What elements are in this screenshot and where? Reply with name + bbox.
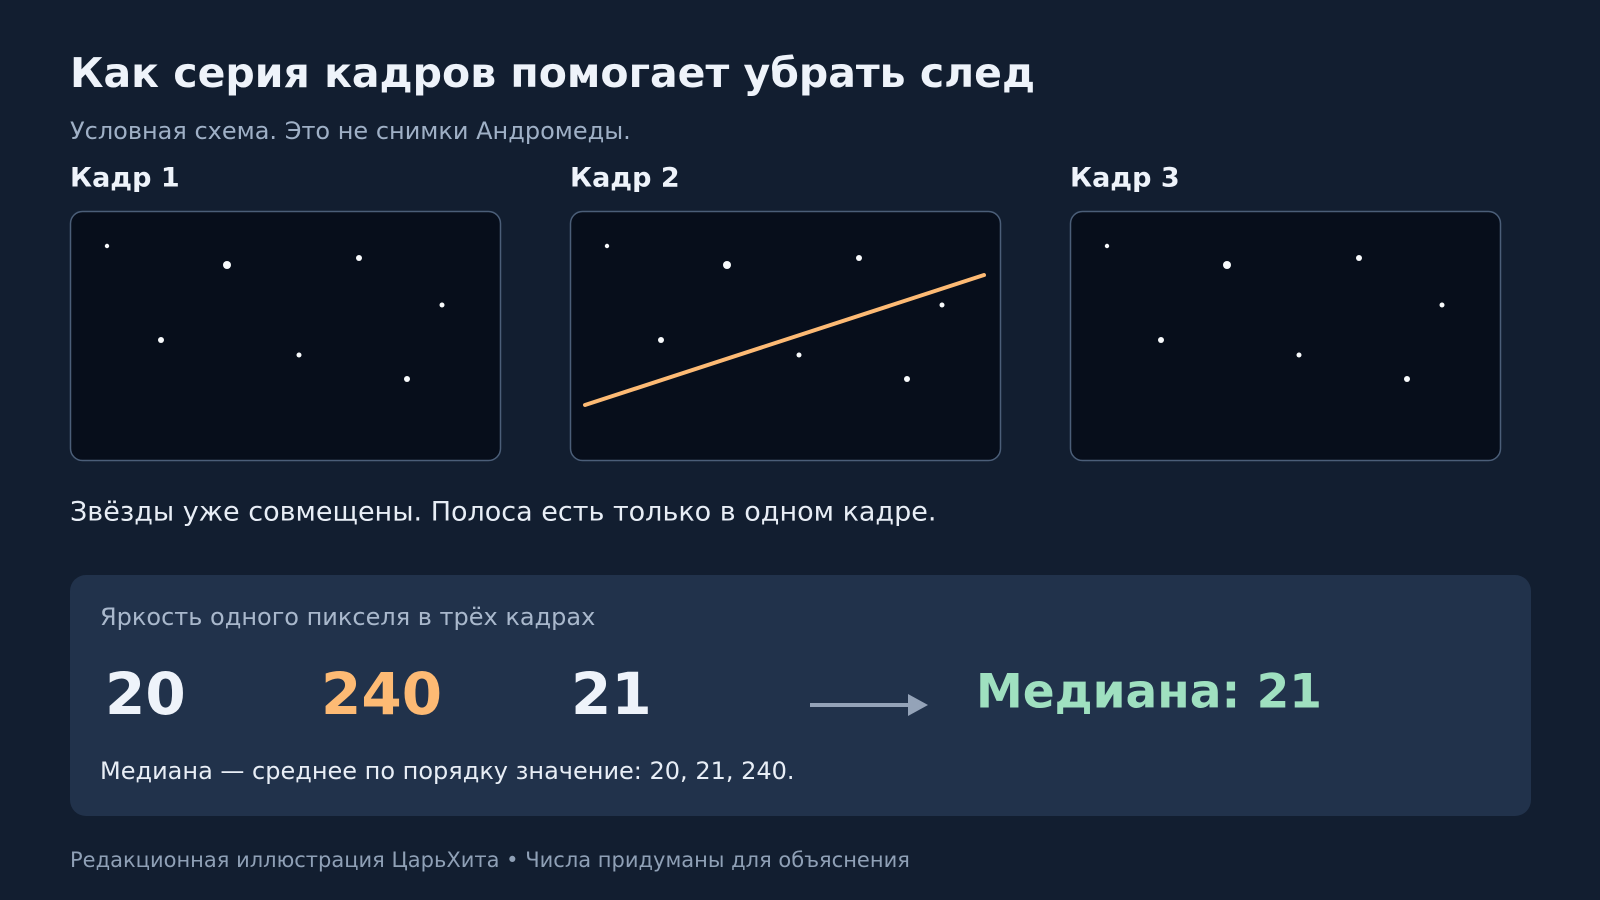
star (439, 302, 445, 308)
panel (70, 575, 1531, 816)
star (796, 352, 802, 358)
star (356, 255, 362, 261)
star (1104, 243, 1110, 249)
star (604, 243, 610, 249)
star (223, 261, 231, 269)
subtitle: Условная схема. Это не снимки Андромеды. (70, 117, 631, 145)
caption: Звёзды уже совмещены. Полоса есть только… (70, 497, 936, 528)
title: Как серия кадров помогает убрать след (70, 49, 1035, 97)
star (658, 337, 664, 343)
star (939, 302, 945, 308)
value: 20 (105, 660, 186, 728)
star (1158, 337, 1164, 343)
value: 21 (571, 660, 652, 728)
frames: Кадр 1 Кадр 2 Кадр 3 (69, 163, 1502, 462)
star (1404, 376, 1410, 382)
footer: Редакционная иллюстрация ЦарьХита • Числ… (70, 848, 910, 872)
star (404, 376, 410, 382)
star (1439, 302, 1445, 308)
value: 240 (321, 660, 442, 728)
arrow-head (908, 694, 928, 716)
star (1223, 261, 1231, 269)
frame (1069, 210, 1502, 462)
streak (583, 273, 986, 407)
star (296, 352, 302, 358)
frame-label: Кадр 1 (70, 163, 180, 194)
frame (69, 210, 502, 462)
star (904, 376, 910, 382)
panel-note: Медиана — среднее по порядку значение: 2… (100, 757, 795, 785)
frame-label: Кадр 2 (570, 163, 680, 194)
frame-label: Кадр 3 (1070, 163, 1180, 194)
frame (569, 210, 1002, 462)
star (723, 261, 731, 269)
panel-heading: Яркость одного пикселя в трёх кадрах (100, 603, 595, 631)
star (1296, 352, 1302, 358)
median-result: Медиана: 21 (976, 665, 1322, 720)
star (856, 255, 862, 261)
star (158, 337, 164, 343)
star (104, 243, 110, 249)
star (1356, 255, 1362, 261)
